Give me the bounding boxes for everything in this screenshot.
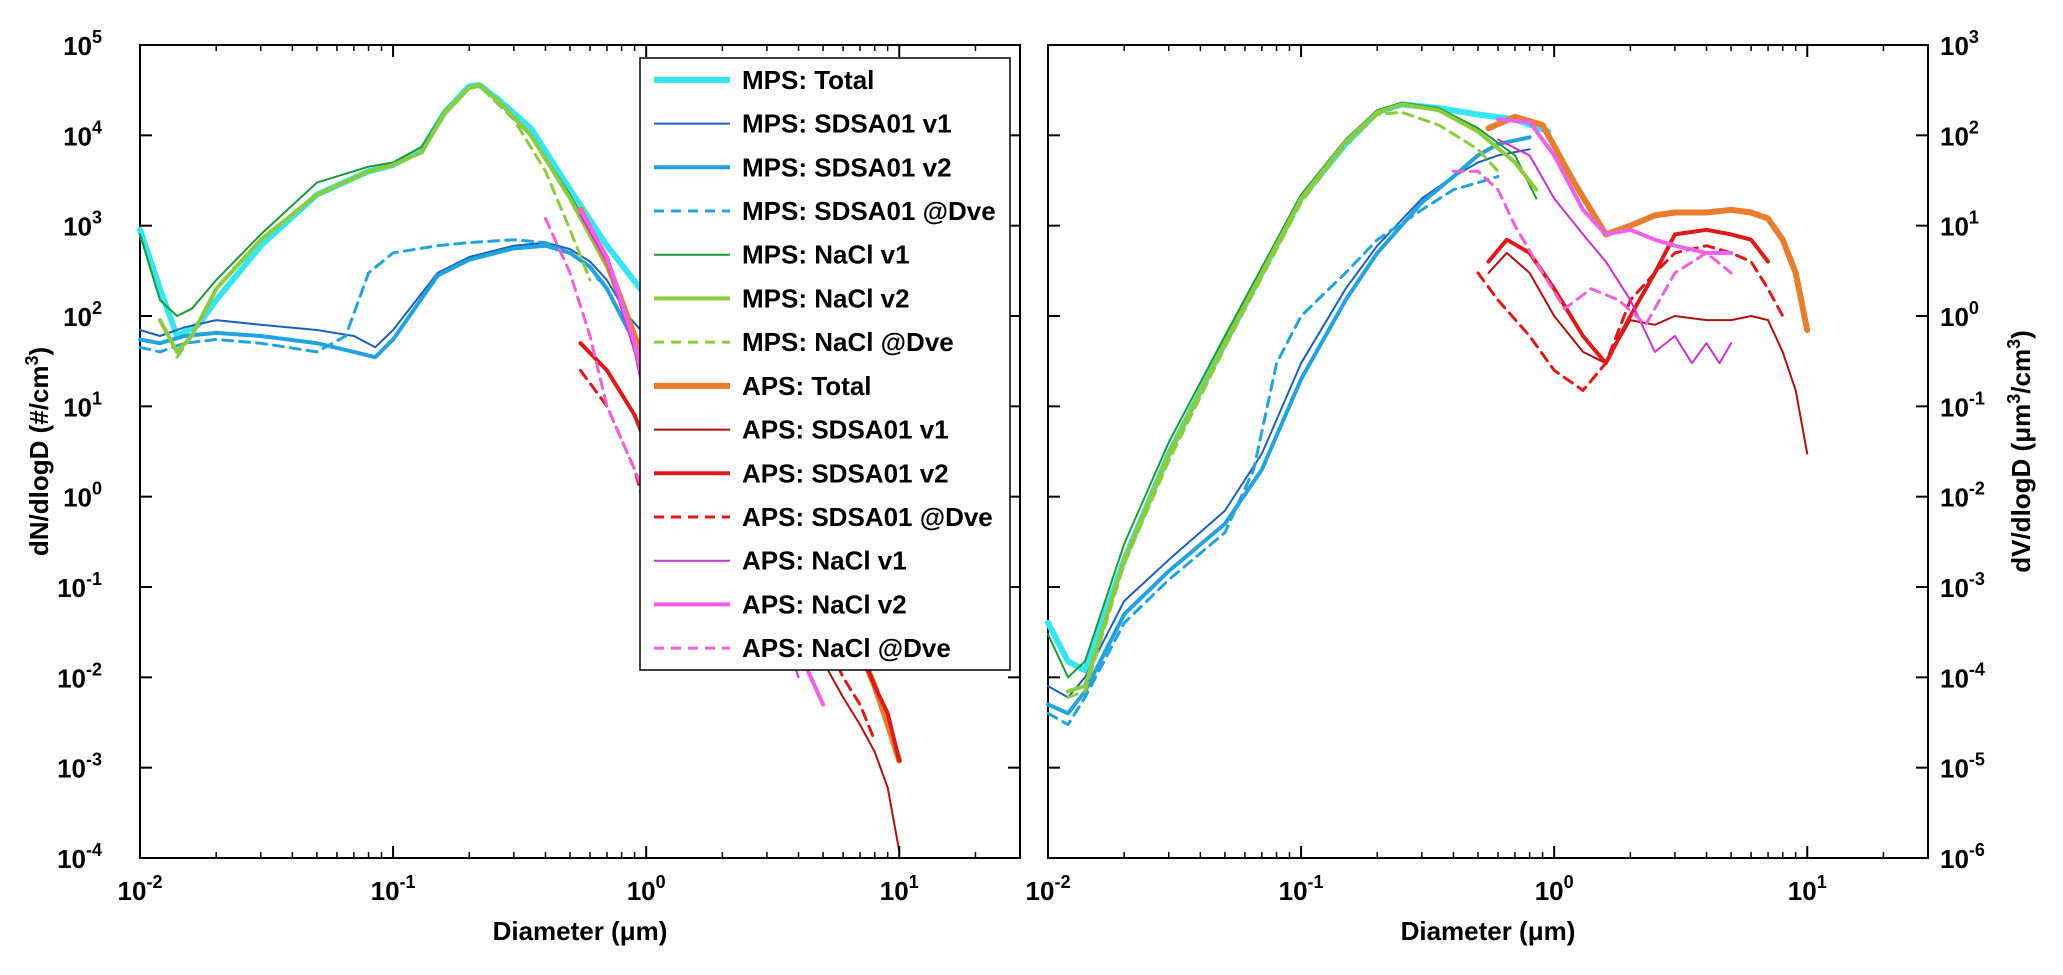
legend-box [639, 57, 1011, 671]
right-series-mps-sdsa01-v2 [1046, 135, 1532, 716]
legend-label: APS: SDSA01 v1 [742, 415, 949, 445]
left-y-tick-label: 100 [63, 479, 102, 513]
left-y-tick-label: 10-4 [57, 840, 102, 874]
left-y-tick-label: 10-3 [57, 750, 102, 784]
right-x-tick-label: 10-2 [1026, 872, 1071, 906]
right-x-tick-label: 101 [1788, 872, 1827, 906]
right-y-tick-label: 102 [1940, 117, 1979, 151]
right-x-tick-label: 100 [1535, 872, 1574, 906]
left-y-tick-label: 10-1 [57, 569, 102, 603]
legend-label: APS: SDSA01 v2 [742, 458, 949, 488]
legend-label: MPS: NaCl @Dve [742, 327, 954, 357]
right-axis-ticks: 10-2 10-1 100 101 10-6 10-5 10-4 10-3 10-2 10-1 10… [1026, 27, 1985, 906]
left-series-mps-sdsa01-dve [138, 238, 601, 354]
legend-label: APS: NaCl v2 [742, 589, 907, 619]
right-series-aps-sdsa01-v1 [1487, 251, 1809, 455]
legend-label: MPS: SDSA01 @Dve [742, 196, 996, 226]
left-y-tick-label: 104 [63, 117, 102, 151]
legend-label: APS: NaCl @Dve [742, 633, 951, 663]
right-y-tick-label: 103 [1940, 27, 1979, 61]
left-x-tick-label: 10-2 [118, 872, 163, 906]
legend-label: MPS: Total [742, 65, 874, 95]
right-series-aps-nacl-v1 [1497, 138, 1733, 365]
right-y-tick-label: 101 [1940, 208, 1979, 242]
legend-label: APS: SDSA01 @Dve [742, 502, 993, 532]
right-series-group [1045, 101, 1811, 727]
right-y-tick-label: 10-3 [1940, 569, 1985, 603]
right-series-aps-nacl-dve [1452, 169, 1733, 327]
legend-label: APS: NaCl v1 [742, 546, 907, 576]
left-y-tick-label: 105 [63, 27, 102, 61]
right-y-axis-label: dV/dlogD (μm3/cm3) [2004, 330, 2036, 573]
legend-label: MPS: SDSA01 v2 [742, 152, 952, 182]
right-y-tick-label: 10-2 [1940, 479, 1985, 513]
left-y-axis-label: dN/dlogD (#/cm3) [22, 347, 54, 556]
legend-label: APS: Total [742, 371, 872, 401]
right-plot-frame [1047, 44, 1929, 859]
legend-label: MPS: NaCl v1 [742, 240, 910, 270]
right-series-mps-sdsa01-dve [1046, 175, 1500, 727]
right-series-aps-sdsa01-dve [1476, 244, 1785, 392]
right-x-tick-label: 10-1 [1279, 872, 1324, 906]
right-y-tick-label: 10-5 [1940, 750, 1985, 784]
right-y-tick-label: 10-1 [1940, 388, 1985, 422]
right-chart-panel: 10-2 10-1 100 101 10-6 10-5 10-4 10-3 10-2 10-1 10… [1026, 27, 2036, 946]
right-series-mps-nacl-v2 [1066, 102, 1539, 694]
left-x-tick-label: 100 [627, 872, 666, 906]
left-x-axis-label: Diameter (μm) [493, 916, 668, 946]
legend-label: MPS: NaCl v2 [742, 283, 910, 313]
left-y-tick-label: 10-2 [57, 659, 102, 693]
left-axis-ticks: 10-2 10-1 100 101 10-4 10-3 10-2 10-1 100 101 102 1… [57, 27, 1021, 906]
right-y-tick-label: 100 [1940, 298, 1979, 332]
left-series-mps-nacl-dve [175, 84, 592, 359]
left-x-tick-label: 10-1 [371, 872, 416, 906]
right-series-mps-nacl-dve [1066, 110, 1500, 699]
legend-label: MPS: SDSA01 v1 [742, 109, 952, 139]
left-y-tick-label: 102 [63, 298, 102, 332]
right-series-aps-nacl-v2 [1496, 117, 1734, 255]
left-series-mps-sdsa01-v1 [139, 241, 642, 349]
right-x-axis-label: Diameter (μm) [1401, 916, 1576, 946]
left-y-tick-label: 101 [63, 388, 102, 422]
right-y-tick-label: 10-4 [1940, 659, 1985, 693]
legend-items: MPS: Total MPS: SDSA01 v1 MPS: SDSA01 v2 MP… [654, 65, 996, 663]
left-y-tick-label: 103 [63, 208, 102, 242]
right-y-tick-label: 10-6 [1940, 840, 1985, 874]
legend: MPS: Total MPS: SDSA01 v1 MPS: SDSA01 v2 MP… [639, 57, 1011, 671]
right-series-aps-total [1485, 113, 1811, 333]
left-x-tick-label: 101 [880, 872, 919, 906]
